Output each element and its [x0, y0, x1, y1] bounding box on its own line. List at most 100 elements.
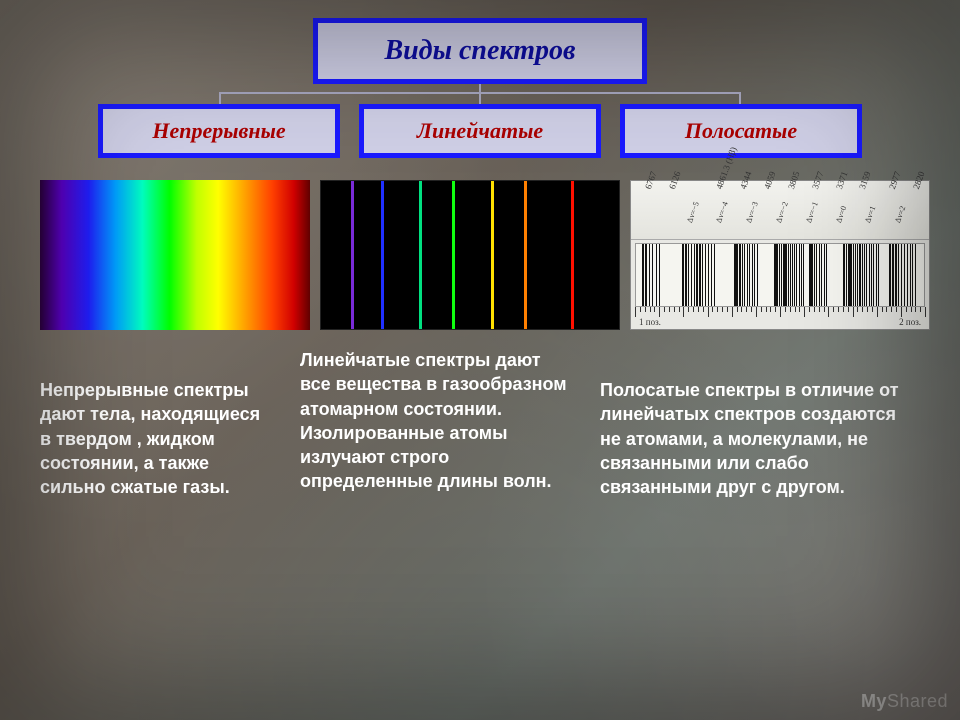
ruler-tick: [920, 307, 921, 312]
band-line: [696, 244, 697, 306]
band-line: [783, 244, 784, 306]
band-line: [649, 244, 650, 306]
description-continuous: Непрерывные спектры дают тела, находящие…: [40, 378, 270, 499]
category-box-continuous: Непрерывные: [98, 104, 340, 158]
band-line: [708, 244, 709, 306]
ruler-tick: [915, 307, 916, 312]
band-line: [705, 244, 706, 306]
band-line: [685, 244, 687, 306]
band-line: [749, 244, 750, 306]
ruler-tick: [882, 307, 883, 312]
connector-line: [739, 92, 741, 104]
band-line: [645, 244, 647, 306]
band-line: [652, 244, 653, 306]
delta-nu-label: Δν=0: [834, 205, 848, 224]
band-line: [691, 244, 692, 306]
wavelength-tick: 3805: [786, 170, 802, 190]
ruler-tick: [756, 307, 757, 317]
ruler-tick: [877, 307, 878, 317]
position-2-label: 2 поз.: [899, 317, 921, 327]
band-line: [901, 244, 902, 306]
band-line: [754, 244, 755, 306]
ruler-tick: [722, 307, 723, 312]
band-line: [892, 244, 894, 306]
ruler-tick: [712, 307, 713, 312]
band-line: [714, 244, 715, 306]
category-label: Линейчатые: [417, 118, 543, 144]
ruler-tick: [645, 307, 646, 312]
band-line: [702, 244, 703, 306]
band-line: [752, 244, 753, 306]
ruler-tick: [640, 307, 641, 312]
category-box-line: Линейчатые: [359, 104, 601, 158]
delta-nu-label: Δν=1: [863, 205, 877, 224]
ruler-tick: [775, 307, 776, 312]
band-line: [819, 244, 820, 306]
band-line: [785, 244, 786, 306]
watermark-prefix: My: [861, 691, 887, 711]
title-box: Виды спектров: [313, 18, 647, 84]
description-banded: Полосатые спектры в отличие от линейчаты…: [600, 378, 920, 499]
ruler-tick: [804, 307, 805, 317]
band-line: [866, 244, 867, 306]
category-box-banded: Полосатые: [620, 104, 862, 158]
band-line: [801, 244, 802, 306]
band-line: [811, 244, 813, 306]
ruler-tick: [785, 307, 786, 312]
band-line: [682, 244, 684, 306]
wavelength-tick: 2977: [887, 170, 903, 190]
ruler-tick: [790, 307, 791, 312]
band-line: [915, 244, 916, 306]
ruler-tick: [654, 307, 655, 312]
band-line: [642, 244, 644, 306]
ruler-tick: [911, 307, 912, 312]
ruler-tick: [693, 307, 694, 312]
ruler-tick: [708, 307, 709, 317]
band-line: [898, 244, 899, 306]
ruler-tick: [848, 307, 849, 312]
wavelength-tick: 4344: [738, 170, 754, 190]
ruler-tick: [857, 307, 858, 312]
ruler-tick: [737, 307, 738, 312]
ruler-tick: [650, 307, 651, 312]
band-line: [895, 244, 897, 306]
delta-nu-label: Δν=−1: [804, 201, 820, 225]
emission-line: [524, 181, 527, 329]
band-line: [659, 244, 660, 306]
band-line: [792, 244, 793, 306]
band-line: [853, 244, 854, 306]
wavelength-tick: 3371: [834, 170, 850, 190]
emission-line: [351, 181, 354, 329]
wavelength-tick: 3577: [810, 170, 826, 190]
band-line: [912, 244, 913, 306]
banded-bottom-ruler: [635, 307, 925, 327]
band-line: [859, 244, 860, 306]
ruler-tick: [809, 307, 810, 312]
band-line: [736, 244, 738, 306]
band-line: [799, 244, 800, 306]
band-line: [871, 244, 872, 306]
wavelength-tick: 4059: [762, 170, 778, 190]
delta-nu-row: Δν=−5Δν=−4Δν=−3Δν=−2Δν=−1Δν=0Δν=1Δν=2: [631, 221, 929, 235]
band-line: [814, 244, 815, 306]
ruler-tick: [732, 307, 733, 317]
band-line: [873, 244, 874, 306]
emission-line: [571, 181, 574, 329]
delta-nu-label: Δν=−5: [685, 201, 701, 225]
delta-nu-label: Δν=−2: [774, 201, 790, 225]
ruler-tick: [853, 307, 854, 317]
delta-nu-label: Δν=2: [893, 205, 907, 224]
ruler-tick: [891, 307, 892, 312]
band-line: [889, 244, 891, 306]
band-line: [910, 244, 911, 306]
band-line: [796, 244, 797, 306]
ruler-tick: [770, 307, 771, 312]
ruler-tick: [766, 307, 767, 312]
ruler-tick: [761, 307, 762, 312]
band-line: [747, 244, 748, 306]
slide: Виды спектров Непрерывные Линейчатые Пол…: [0, 0, 960, 720]
ruler-tick: [795, 307, 796, 312]
wavelength-tick: 6126: [667, 170, 683, 190]
band-line: [699, 244, 700, 306]
ruler-tick: [833, 307, 834, 312]
